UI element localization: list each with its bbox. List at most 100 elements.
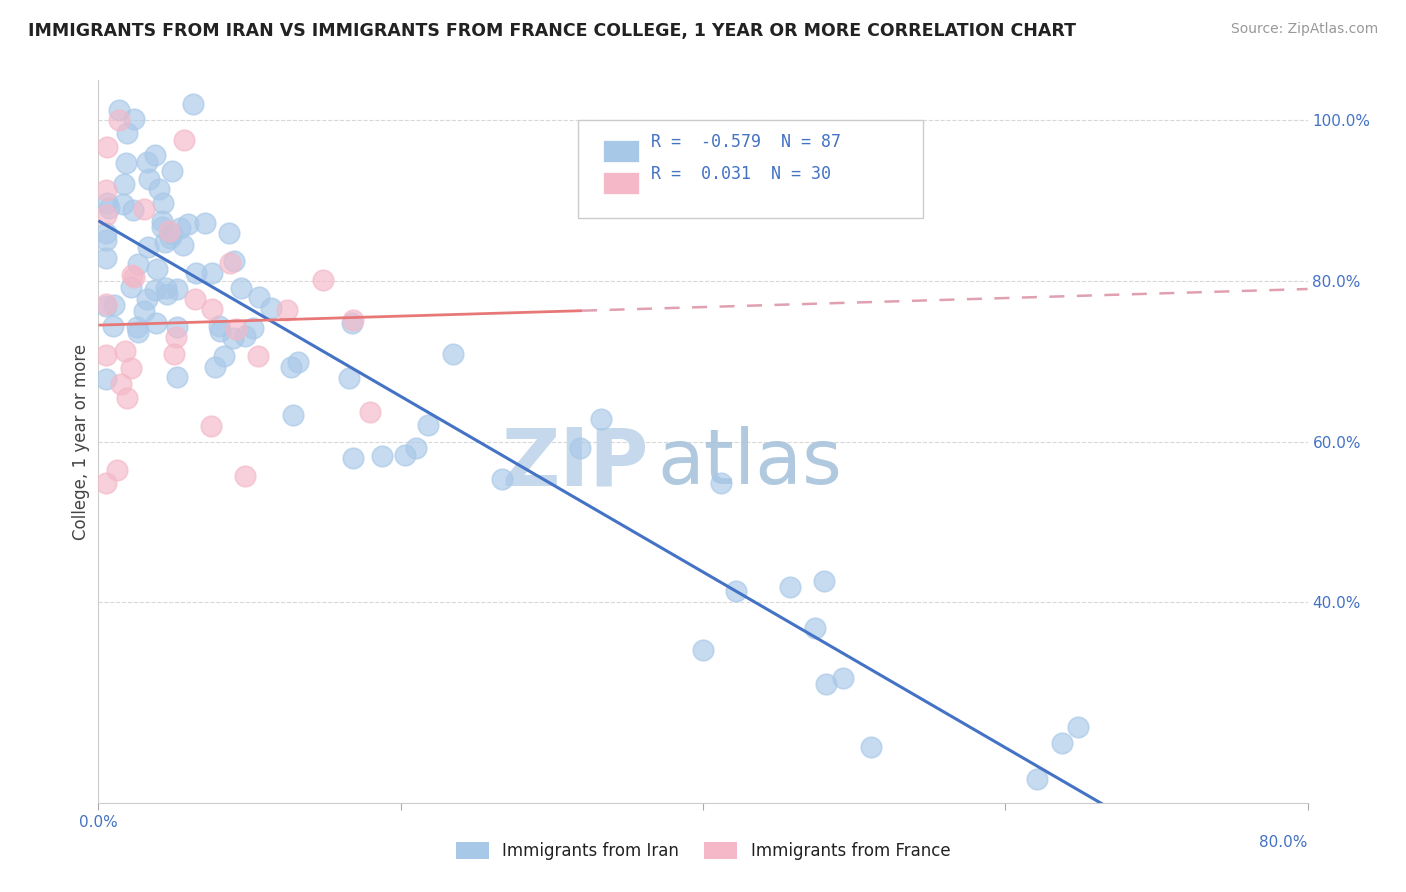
Point [115,126,138,140]
Point [312,273,335,287]
Point [150,214,173,228]
Point [1050,737,1073,751]
Point [218,226,240,240]
Point [96,139,118,153]
Point [157,224,180,238]
Point [150,219,173,234]
Point [165,330,187,344]
Point [1067,720,1090,734]
Point [117,391,139,405]
Point [108,103,131,118]
Point [342,450,364,465]
Point [184,293,207,307]
Point [184,266,207,280]
Point [143,283,166,297]
Point [280,359,302,374]
Point [340,317,363,331]
Point [156,286,179,301]
Point [134,303,156,318]
Point [208,318,231,333]
Point [276,302,298,317]
FancyBboxPatch shape [578,120,924,218]
Point [692,643,714,657]
Point [120,360,142,375]
Point [177,218,200,232]
Point [283,408,305,422]
Point [121,202,143,217]
Point [96,196,118,211]
Point [591,411,613,425]
Point [201,266,224,280]
Point [94,475,117,490]
Point [94,349,117,363]
Point [394,448,416,462]
Point [287,355,309,369]
Text: Source: ZipAtlas.com: Source: ZipAtlas.com [1230,22,1378,37]
Point [166,282,188,296]
Point [152,196,174,211]
Point [337,371,360,385]
Y-axis label: College, 1 year or more: College, 1 year or more [72,343,90,540]
Point [568,441,591,455]
Point [115,155,138,169]
Point [166,370,188,384]
Point [201,302,224,317]
Point [124,112,146,126]
Point [153,235,176,249]
Point [160,227,183,242]
Point [146,261,169,276]
Text: R =  0.031  N = 30: R = 0.031 N = 30 [651,165,831,183]
Point [148,182,170,196]
Text: 80.0%: 80.0% [1260,835,1308,850]
Point [94,183,117,197]
Point [491,472,513,486]
Point [710,476,733,491]
Point [813,574,835,589]
Point [160,164,183,178]
Point [231,281,253,295]
Point [111,197,134,211]
Point [804,622,827,636]
Point [405,441,427,455]
Point [246,349,269,363]
Text: atlas: atlas [657,426,842,500]
Point [441,347,464,361]
Point [183,97,205,112]
Point [169,220,191,235]
Point [233,329,256,343]
Point [235,469,257,483]
Point [208,324,231,338]
Point [94,233,117,247]
Point [94,372,117,386]
Point [162,347,184,361]
Point [172,238,194,252]
Point [860,740,883,755]
Point [200,419,222,434]
Point [260,301,283,315]
Point [108,113,131,128]
Point [94,297,117,311]
Text: ZIP: ZIP [502,425,648,502]
Point [138,171,160,186]
Point [222,331,245,345]
Point [416,417,439,432]
Bar [603,140,638,162]
Point [103,319,125,334]
Point [218,256,240,270]
Point [136,155,159,169]
Point [342,313,364,327]
Point [96,226,118,240]
Point [135,292,157,306]
Point [94,251,117,265]
Point [225,322,247,336]
Point [204,359,226,374]
Point [121,280,143,294]
Point [105,463,128,477]
Point [166,319,188,334]
Point [136,240,159,254]
Point [1025,772,1047,786]
Point [359,405,381,419]
Point [247,291,270,305]
Point [143,148,166,162]
Point [224,253,246,268]
